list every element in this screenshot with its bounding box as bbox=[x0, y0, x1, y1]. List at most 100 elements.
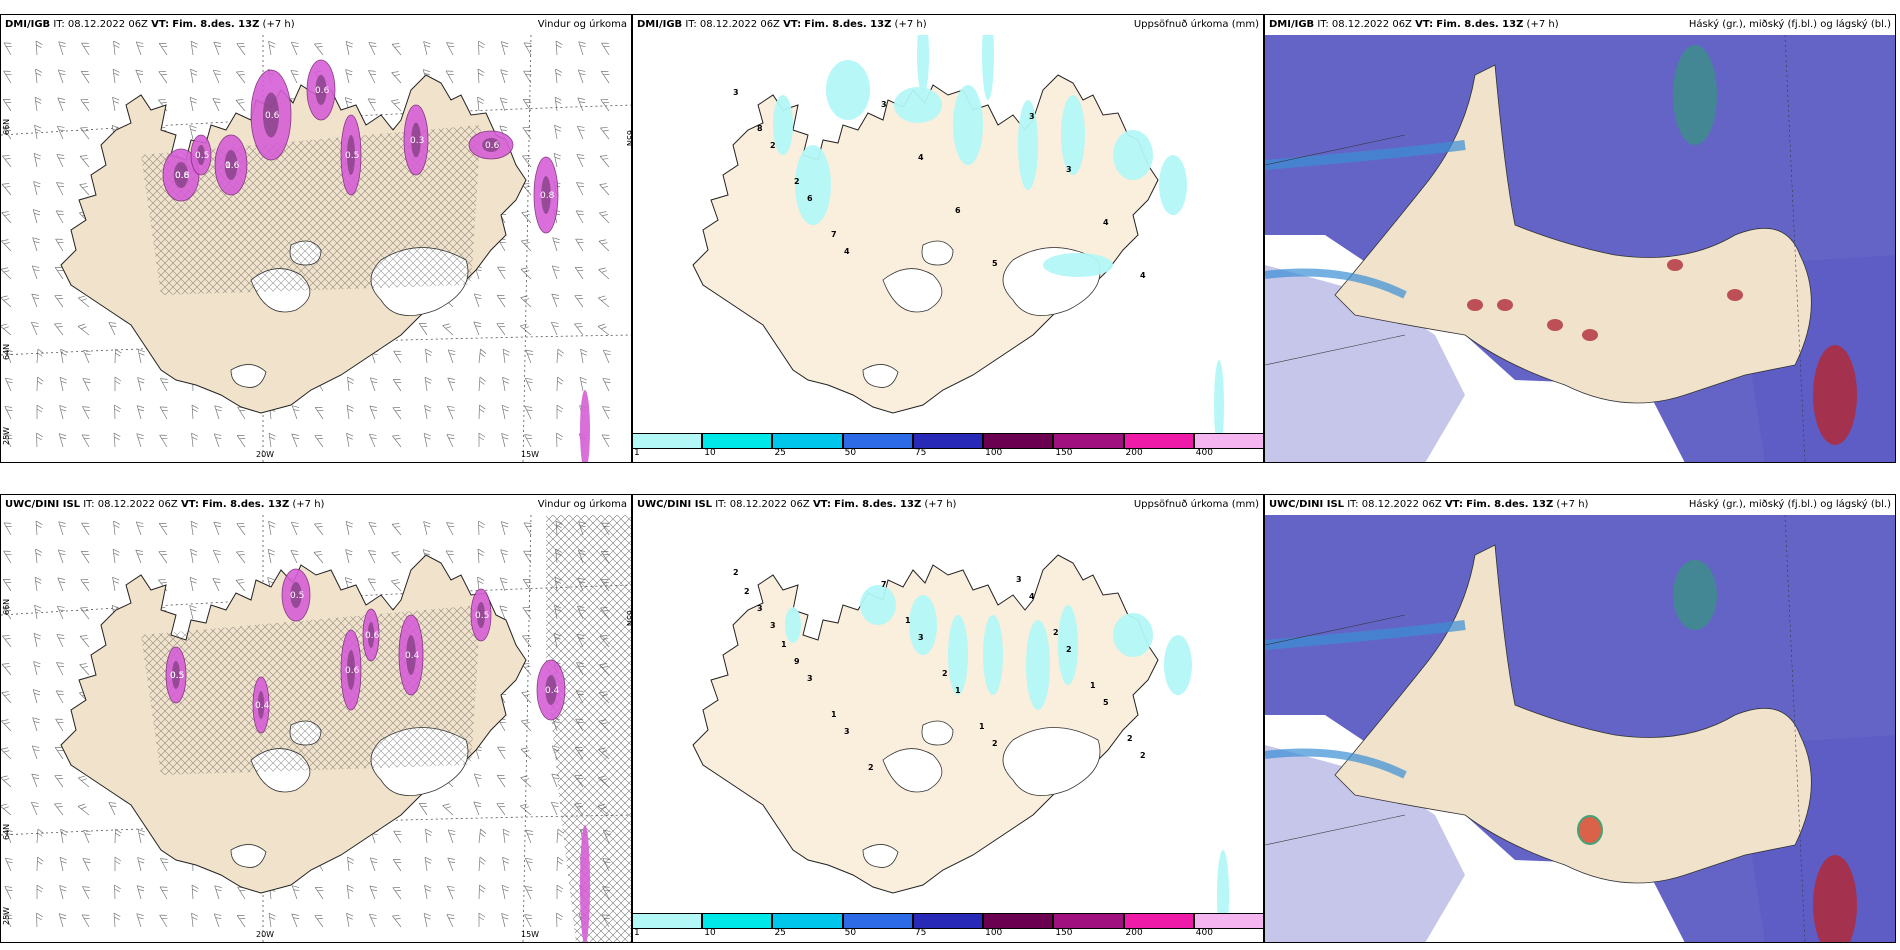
precip-amount-label: 1 bbox=[905, 616, 911, 625]
axis-label: 64N bbox=[2, 824, 11, 840]
precip-amount-label: 3 bbox=[733, 88, 739, 97]
precip-amount-label: 7 bbox=[831, 230, 837, 239]
colorbar-tick: 25 bbox=[774, 448, 786, 458]
precip-amount-label: 8 bbox=[757, 124, 763, 133]
precip-value-label: 0.6 bbox=[175, 171, 190, 181]
precip-amount-label: 2 bbox=[1066, 645, 1072, 654]
precip-amount-label: 2 bbox=[992, 739, 998, 748]
precip-value-label: 0.6 bbox=[265, 111, 280, 121]
precip-amount-label: 2 bbox=[942, 669, 948, 678]
colorbar-tick: 75 bbox=[914, 928, 927, 938]
colorbar-swatch bbox=[1123, 433, 1194, 449]
precip-amount-label: 1 bbox=[1090, 681, 1096, 690]
precip-amount-label: 3 bbox=[1066, 165, 1072, 174]
precip-amount-label: 2 bbox=[1053, 628, 1059, 637]
precip-value-label: 0.6 bbox=[225, 161, 240, 171]
panel-clouds-top: DMI/IGB IT: 08.12.2022 06Z VT: Fim. 8.de… bbox=[1264, 14, 1896, 463]
colorbar-tick: 50 bbox=[844, 448, 857, 458]
colorbar-tick: 1 bbox=[634, 448, 640, 458]
precip-amount-label: 1 bbox=[831, 710, 837, 719]
precip-amount-label: 3 bbox=[844, 727, 850, 736]
axis-label: 20W bbox=[256, 450, 274, 459]
precip-amount-label: 3 bbox=[770, 621, 776, 630]
colorbar-swatch bbox=[842, 433, 913, 449]
precip-amount-label: 5 bbox=[992, 259, 998, 268]
colorbar-swatch bbox=[1123, 913, 1194, 929]
precip-value-label: 0.6 bbox=[485, 141, 500, 151]
precip-value-label: 0.3 bbox=[410, 136, 424, 146]
precip-amount-label: 3 bbox=[918, 633, 924, 642]
precip-amount-label: 2 bbox=[770, 141, 776, 150]
colorbar-swatch bbox=[772, 913, 843, 929]
panel-header: UWC/DINI ISL IT: 08.12.2022 06Z VT: Fim.… bbox=[1, 495, 631, 515]
precip-amount-label: 4 bbox=[1029, 592, 1035, 601]
precip-amount-label: 2 bbox=[868, 763, 874, 772]
precip-amount-label: 2 bbox=[1140, 751, 1146, 760]
precip-amount-label: 2 bbox=[733, 568, 739, 577]
panel-header: UWC/DINI ISL IT: 08.12.2022 06Z VT: Fim.… bbox=[1265, 495, 1895, 515]
colorbar-swatch bbox=[632, 913, 703, 929]
colorbar-tick: 400 bbox=[1195, 448, 1213, 458]
precip-value-label: 0.5 bbox=[475, 611, 489, 621]
precip-amount-label: 4 bbox=[844, 247, 850, 256]
precip-amount-label: 2 bbox=[1127, 734, 1133, 743]
precip-amount-label: 1 bbox=[781, 640, 787, 649]
colorbar-swatch bbox=[1193, 913, 1264, 929]
axis-label: 25W bbox=[2, 427, 11, 445]
colorbar-tick: 25 bbox=[774, 928, 786, 938]
axis-label: 66N bbox=[2, 599, 11, 615]
precip-value-label: 0.6 bbox=[315, 86, 330, 96]
axis-label: 65N bbox=[625, 610, 632, 626]
panel-clouds-bottom: UWC/DINI ISL IT: 08.12.2022 06Z VT: Fim.… bbox=[1264, 494, 1896, 943]
precip-amount-label: 3 bbox=[1029, 112, 1035, 121]
precip-value-label: 0.5 bbox=[170, 671, 184, 681]
precip-colorbar: 1 10 25 50 75 100 150 200 400 bbox=[632, 433, 1264, 458]
axis-label: 65N bbox=[625, 130, 632, 146]
panel-precip-top: DMI/IGB IT: 08.12.2022 06Z VT: Fim. 8.de… bbox=[632, 14, 1264, 463]
colorbar-tick: 100 bbox=[985, 448, 1003, 458]
precip-value-label: 0.6 bbox=[345, 666, 360, 676]
precip-value-label: 0.8 bbox=[540, 191, 555, 201]
precip-value-label: 0.5 bbox=[170, 671, 184, 681]
precip-amount-label: 6 bbox=[807, 194, 813, 203]
axis-label: 20W bbox=[256, 930, 274, 939]
precip-amount-label: 3 bbox=[807, 674, 813, 683]
colorbar-swatch bbox=[1053, 433, 1124, 449]
precip-value-label: 0.4 bbox=[545, 686, 560, 696]
precip-value-label: 0.5 bbox=[195, 151, 209, 161]
precip-amount-label: 3 bbox=[757, 604, 763, 613]
colorbar-swatch bbox=[702, 433, 773, 449]
panel-title: Uppsöfnuð úrkoma (mm) bbox=[1133, 499, 1259, 510]
precip-amount-label: 4 bbox=[1140, 271, 1146, 280]
precip-amount-label: 2 bbox=[794, 177, 800, 186]
axis-label: 25W bbox=[2, 907, 11, 925]
colorbar-tick: 200 bbox=[1125, 448, 1143, 458]
colorbar-tick: 75 bbox=[914, 448, 927, 458]
panel-title: Vindur og úrkoma bbox=[537, 499, 627, 510]
panel-header: DMI/IGB IT: 08.12.2022 06Z VT: Fim. 8.de… bbox=[1, 15, 631, 35]
precip-colorbar: 1 10 25 50 75 100 150 200 400 bbox=[632, 913, 1264, 938]
colorbar-swatch bbox=[632, 433, 703, 449]
colorbar-swatch bbox=[983, 913, 1054, 929]
colorbar-swatch bbox=[702, 913, 773, 929]
precip-value-label: 0.5 bbox=[290, 591, 304, 601]
precip-amount-label: 9 bbox=[794, 657, 800, 666]
colorbar-tick: 10 bbox=[704, 928, 716, 938]
precip-amount-label: 5 bbox=[1103, 698, 1109, 707]
precip-value-label: 1 bbox=[225, 161, 231, 171]
colorbar-tick: 150 bbox=[1055, 448, 1073, 458]
precip-amount-label: 3 bbox=[1016, 575, 1022, 584]
colorbar-tick: 200 bbox=[1125, 928, 1143, 938]
colorbar-tick: 400 bbox=[1195, 928, 1213, 938]
panel-precip-bottom: UWC/DINI ISL IT: 08.12.2022 06Z VT: Fim.… bbox=[632, 494, 1264, 943]
colorbar-swatch bbox=[912, 433, 984, 449]
precip-value-label: 0.4 bbox=[405, 651, 420, 661]
panel-wind-bottom: UWC/DINI ISL IT: 08.12.2022 06Z VT: Fim.… bbox=[0, 494, 632, 943]
precip-amount-label: 3 bbox=[881, 100, 887, 109]
axis-label: 15W bbox=[521, 930, 539, 939]
colorbar-tick: 10 bbox=[704, 448, 716, 458]
panel-title: Háský (gr.), miðský (fj.bl.) og lágský (… bbox=[1688, 19, 1891, 30]
precip-value-label: 0.4 bbox=[255, 701, 270, 711]
